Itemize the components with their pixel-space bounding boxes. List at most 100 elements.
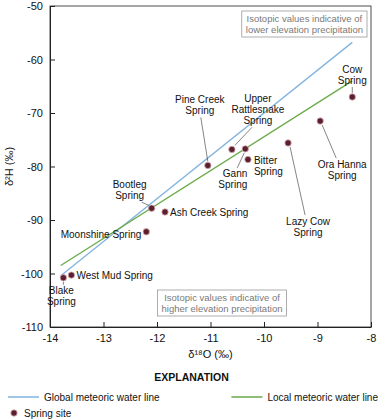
spring-point	[162, 209, 168, 215]
x-tick-mark	[264, 322, 265, 327]
spring-point	[60, 275, 66, 281]
point-label: BlakeSpring	[47, 285, 76, 307]
y-tick: -80	[27, 161, 55, 173]
x-tick-mark	[157, 322, 158, 327]
annotation-box	[242, 11, 367, 37]
y-tick-mark	[50, 113, 55, 114]
y-tick: -50	[27, 0, 55, 12]
x-axis: -14-13-12-11-10-9-8	[43, 322, 377, 344]
point-labels: BlakeSpringWest Mud SpringMoonshine Spri…	[47, 64, 367, 307]
x-tick: -9	[313, 322, 323, 344]
spring-point	[205, 162, 211, 168]
x-tick: -11	[203, 322, 218, 344]
annotations: Isotopic values indicative oflower eleva…	[158, 11, 367, 316]
x-tick-label: -14	[43, 332, 59, 344]
leader-line	[290, 147, 305, 215]
y-tick-mark	[50, 60, 55, 61]
point-label-line: Blake	[49, 285, 74, 296]
plot-area	[60, 42, 355, 281]
legend-label: Local meteoric water line	[267, 392, 378, 403]
point-label-line: Bitter	[254, 155, 278, 166]
legend-label: Spring site	[24, 408, 72, 419]
y-tick: -60	[27, 54, 55, 66]
leader-line	[322, 125, 336, 158]
point-label: West Mud Spring	[76, 270, 153, 281]
point-label-line: West Mud Spring	[76, 270, 153, 281]
y-tick-label: -100	[21, 268, 43, 280]
x-tick-label: -13	[96, 332, 112, 344]
point-label-line: Upper	[244, 93, 272, 104]
water-line	[61, 81, 353, 266]
point-label-line: Spring	[47, 296, 76, 307]
point-label-line: Moonshine Spring	[61, 229, 142, 240]
point-label-line: Bootleg	[113, 179, 147, 190]
spring-point	[242, 146, 248, 152]
x-tick-mark	[104, 322, 105, 327]
y-tick-mark	[50, 6, 55, 7]
point-label-line: Spring	[243, 115, 272, 126]
x-tick-label: -11	[203, 332, 218, 344]
point-label-line: Spring	[115, 190, 144, 201]
y-axis-title: δ²H (‰)	[3, 147, 15, 186]
plot-frame	[50, 6, 371, 327]
y-tick-label: -70	[27, 107, 43, 119]
water-line	[61, 42, 353, 275]
x-tick-mark	[371, 322, 372, 327]
point-label-line: Spring	[338, 75, 367, 86]
y-tick: -110	[22, 321, 55, 333]
point-label-line: Spring	[185, 105, 214, 116]
point-label-line: Pine Creek	[175, 94, 225, 105]
leader-line	[142, 202, 149, 205]
annotation-line: Isotopic values indicative of	[247, 13, 363, 24]
point-label: Ora HannaSpring	[318, 159, 367, 181]
leader-line	[352, 87, 353, 93]
point-label: Lazy CowSpring	[286, 216, 331, 238]
point-label-line: Spring	[294, 227, 323, 238]
spring-point	[285, 140, 291, 146]
point-label: GannSpring	[218, 168, 247, 190]
legend-item: Spring site	[11, 408, 72, 419]
x-tick-label: -9	[313, 332, 323, 344]
point-label: Moonshine Spring	[61, 229, 142, 240]
spring-point	[68, 272, 74, 278]
point-label: BitterSpring	[254, 155, 283, 177]
point-label: BootlegSpring	[113, 179, 147, 201]
legend-item: Local meteoric water line	[231, 392, 378, 403]
y-tick-mark	[50, 274, 55, 275]
point-label-line: Ora Hanna	[318, 159, 367, 170]
y-axis: -110 -100 -90 -80 -70 -60 -50	[21, 0, 55, 333]
y-tick: -100	[21, 268, 55, 280]
y-tick-mark	[50, 220, 55, 221]
point-label-line: Spring	[218, 179, 247, 190]
legend-title: EXPLANATION	[154, 371, 228, 383]
legend: EXPLANATION Global meteoric water line Loc…	[8, 371, 378, 419]
point-label-line: Ash Creek Spring	[170, 207, 248, 218]
y-tick-mark	[50, 167, 55, 168]
point-label-line: Gann	[223, 168, 247, 179]
point-label-line: Lazy Cow	[286, 216, 331, 227]
chart: -14-13-12-11-10-9-8-110-100-90-80-70-60-…	[0, 0, 383, 420]
point-label-line: Spring	[328, 170, 357, 181]
legend-swatch	[231, 396, 262, 398]
x-tick: -10	[257, 322, 273, 344]
point-label-line: Rattlesnake	[231, 104, 284, 115]
x-tick: -12	[150, 322, 166, 344]
x-tick-mark	[211, 322, 212, 327]
legend-item: Global meteoric water line	[8, 392, 160, 403]
x-axis-title: δ¹⁸O (‰)	[188, 348, 232, 360]
y-tick: -70	[27, 107, 55, 119]
leader-line	[201, 117, 208, 161]
spring-point	[148, 205, 154, 211]
point-label-line: Cow	[342, 64, 363, 75]
y-tick-label: -90	[27, 214, 43, 226]
x-tick-label: -12	[150, 332, 166, 344]
y-tick-label: -50	[27, 0, 43, 12]
annotation-text: Isotopic values indicative oflower eleva…	[246, 13, 363, 35]
x-axis-line	[51, 327, 372, 328]
point-label: UpperRattlesnakeSpring	[231, 93, 284, 126]
annotation-line: lower elevation precipitation	[246, 24, 363, 35]
legend-swatch	[8, 396, 39, 398]
spring-point	[317, 118, 323, 124]
leader-line	[237, 153, 244, 168]
leader-line	[235, 127, 252, 145]
